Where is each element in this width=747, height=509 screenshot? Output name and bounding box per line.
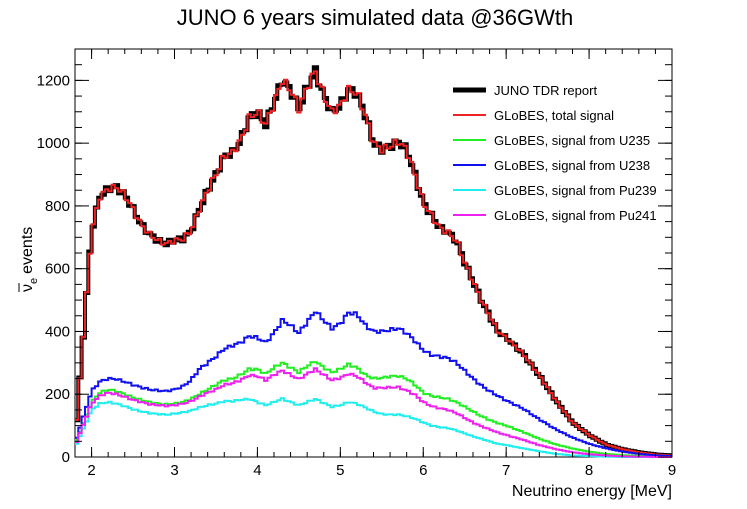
y-tick-label: 200 [45, 386, 70, 403]
x-tick-label: 3 [170, 462, 178, 479]
x-tick-label: 5 [336, 462, 344, 479]
legend-label: GLoBES, total signal [494, 108, 614, 123]
x-tick-label: 8 [585, 462, 593, 479]
x-axis-label: Neutrino energy [MeV] [512, 483, 672, 500]
legend-label: GLoBES, signal from U238 [494, 158, 650, 173]
x-axis: 2 3 4 5 6 7 8 9 [74, 49, 676, 479]
x-tick-label: 4 [253, 462, 261, 479]
x-tick-label: 7 [502, 462, 510, 479]
x-tick-label: 9 [668, 462, 676, 479]
chart-title: JUNO 6 years simulated data @36GWth [177, 5, 573, 30]
legend-label: JUNO TDR report [494, 83, 597, 98]
legend-label: GLoBES, signal from Pu241 [494, 208, 657, 223]
series-line [75, 397, 672, 458]
series-line [75, 65, 672, 458]
svg-text:νeevents: νe events [19, 227, 40, 292]
y-axis-label-group: νe events [18, 227, 40, 292]
y-tick-label: 400 [45, 323, 70, 340]
series-line [75, 367, 672, 458]
series-line [75, 311, 672, 457]
series-line [75, 361, 672, 458]
y-tick-label: 800 [45, 198, 70, 215]
y-tick-label: 1200 [37, 72, 70, 89]
series-layer [75, 65, 672, 458]
series-line [75, 70, 672, 457]
y-tick-label: 600 [45, 261, 70, 278]
legend-label: GLoBES, signal from Pu239 [494, 183, 657, 198]
y-axis-label-symbol: ν [19, 284, 36, 292]
x-tick-label: 2 [87, 462, 95, 479]
legend-label: GLoBES, signal from U235 [494, 133, 650, 148]
y-axis-label-subscript: e [28, 278, 40, 284]
x-tick-label: 6 [419, 462, 427, 479]
y-axis: 0 200 400 600 800 1000 1200 [37, 48, 672, 466]
y-tick-label: 1000 [37, 135, 70, 152]
y-axis-label: events [19, 227, 36, 274]
y-tick-label: 0 [62, 449, 70, 466]
legend: JUNO TDR report GLoBES, total signal GLoBE… [453, 83, 657, 223]
